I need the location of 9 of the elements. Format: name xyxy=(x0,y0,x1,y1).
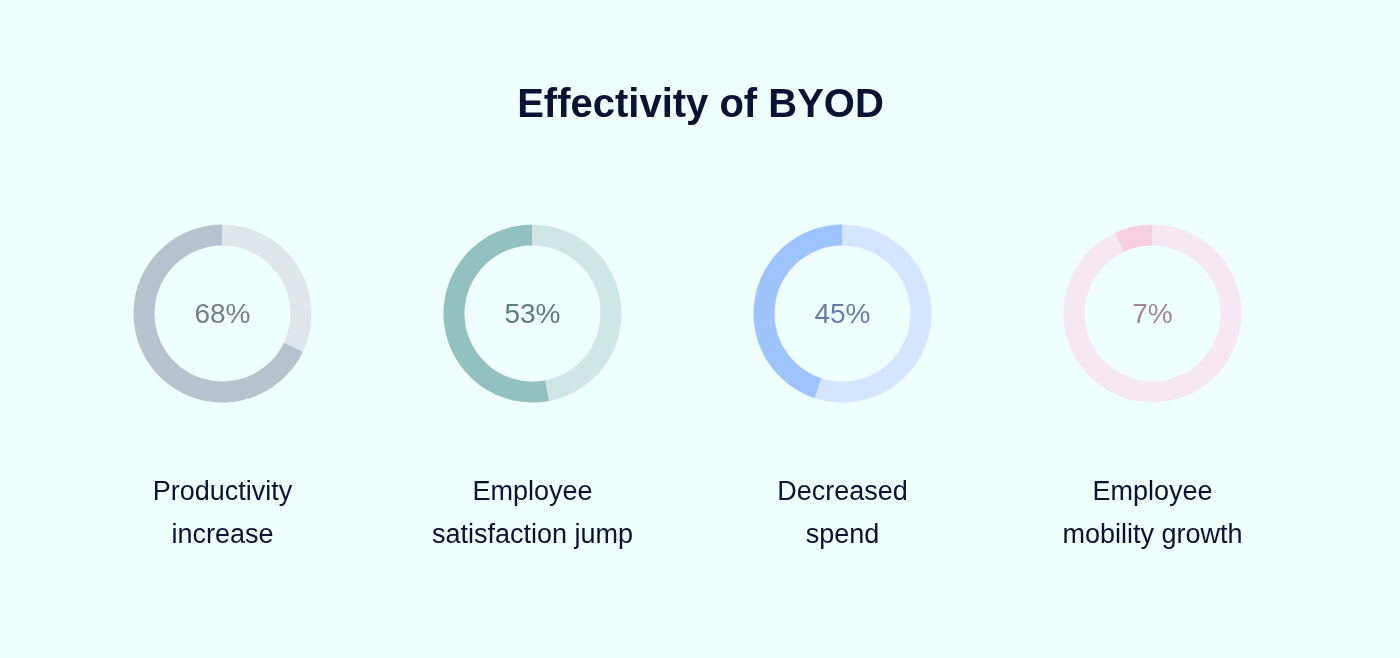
text: Productivity increase xyxy=(152,475,293,549)
text: 53% xyxy=(504,298,561,329)
text: Employee satisfaction jump xyxy=(431,475,634,549)
text: 7% xyxy=(1132,298,1173,329)
text: Effectivity of BYOD xyxy=(517,80,884,125)
text: Employee mobility growth xyxy=(1062,475,1243,549)
text: Decreased spend xyxy=(777,475,908,549)
text: 68% xyxy=(194,298,251,329)
text: 45% xyxy=(814,298,871,329)
